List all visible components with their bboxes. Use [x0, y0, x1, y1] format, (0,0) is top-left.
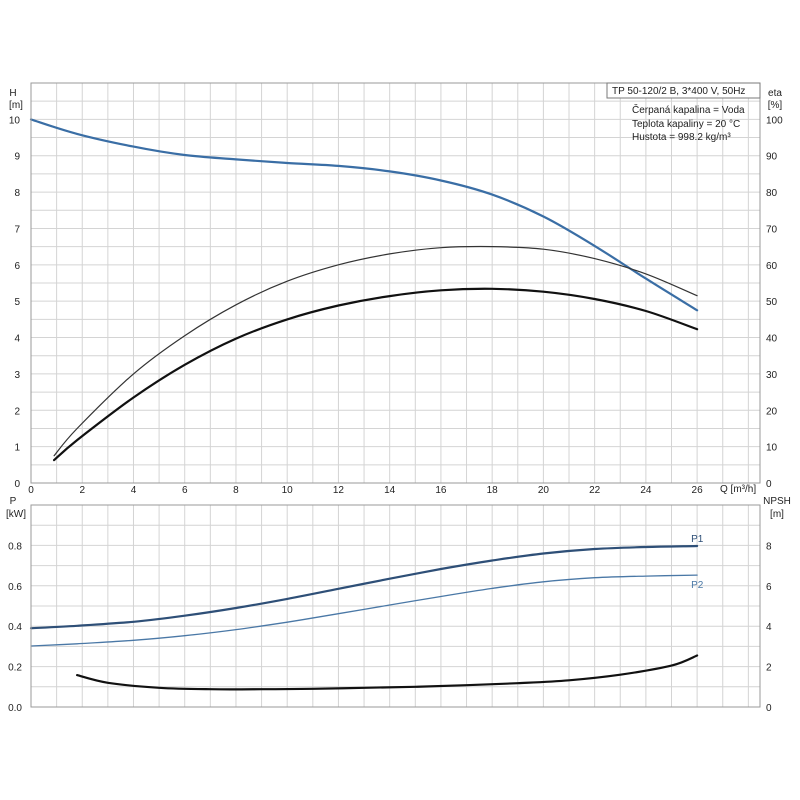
x-tick-label: 16 — [435, 485, 447, 496]
eta-tick-label: 70 — [766, 224, 778, 235]
series-labels: P1 P2 — [691, 534, 704, 591]
npsh-tick-label: 6 — [766, 582, 772, 593]
x-tick-label: 4 — [131, 485, 137, 496]
p-tick-label: 0.8 — [8, 541, 22, 552]
h-tick-label: 0 — [14, 479, 20, 490]
series-line-3 — [53, 287, 699, 462]
upper-grid — [31, 83, 760, 483]
series-label-p2: P2 — [691, 580, 704, 591]
p-axis-title: P — [10, 496, 17, 507]
npsh-tick-label: 4 — [766, 622, 772, 633]
eta-axis-unit: [%] — [768, 100, 783, 111]
upper-curves — [29, 118, 699, 462]
h-axis-title: H — [9, 88, 16, 99]
eta-tick-label: 50 — [766, 297, 778, 308]
x-tick-label: 22 — [589, 485, 601, 496]
npsh-tick-label: 8 — [766, 541, 772, 552]
h-tick-label: 2 — [14, 406, 20, 417]
h-axis-unit: [m] — [9, 100, 23, 111]
npsh-tick-label: 2 — [766, 663, 772, 674]
eta-tick-label: 90 — [766, 152, 778, 163]
x-tick-label: 26 — [692, 485, 704, 496]
eta-tick-label: 20 — [766, 406, 778, 417]
upper-tick-labels: 0 2 4 6 8 10 12 14 16 18 20 22 24 2601234567891001020… — [9, 115, 783, 496]
eta-tick-label: 100 — [766, 115, 783, 126]
eta-tick-label: 60 — [766, 261, 778, 272]
eta-tick-label: 0 — [766, 479, 772, 490]
npsh-axis-title: NPSH — [763, 496, 791, 507]
h-tick-label: 1 — [14, 443, 20, 454]
x-tick-label: 18 — [487, 485, 499, 496]
x-tick-label: 12 — [333, 485, 345, 496]
h-tick-label: 10 — [9, 115, 21, 126]
x-tick-label: 2 — [79, 485, 85, 496]
x-tick-label: 10 — [282, 485, 294, 496]
npsh-tick-label: 0 — [766, 703, 772, 714]
h-tick-label: 4 — [14, 334, 20, 345]
x-tick-label: 24 — [640, 485, 652, 496]
lower-curves — [29, 544, 699, 691]
eta-tick-label: 80 — [766, 188, 778, 199]
series-line-p2 — [30, 574, 698, 647]
x-tick-label: 20 — [538, 485, 550, 496]
x-tick-label: 14 — [384, 485, 396, 496]
h-tick-label: 6 — [14, 261, 20, 272]
liquid-temperature-label: Teplota kapaliny = 20 °C — [632, 119, 740, 130]
pumped-liquid-label: Čerpaná kapalina = Voda — [632, 103, 745, 116]
eta-tick-label: 30 — [766, 370, 778, 381]
lower-tick-labels: 0.0 0.2 0.4 0.6 0.8 0 2 4 6 8 — [8, 541, 772, 714]
upper-panel: 0 2 4 6 8 10 12 14 16 18 20 22 24 2601234567891001020… — [9, 82, 783, 496]
eta-tick-label: 10 — [766, 443, 778, 454]
p-tick-label: 0.2 — [8, 663, 22, 674]
eta-tick-label: 40 — [766, 334, 778, 345]
p-axis-unit: [kW] — [6, 509, 26, 520]
upper-frame — [30, 82, 761, 484]
p-tick-label: 0.6 — [8, 582, 22, 593]
x-tick-label: 0 — [28, 485, 34, 496]
info-box-title-frame — [606, 82, 761, 99]
p-tick-label: 0.4 — [8, 622, 22, 633]
h-tick-label: 7 — [14, 224, 20, 235]
series-line-npsh — [76, 654, 699, 691]
p-tick-label: 0.0 — [8, 703, 22, 714]
lower-frame — [30, 504, 761, 708]
x-tick-label: 6 — [182, 485, 188, 496]
series-line-2 — [53, 245, 698, 457]
h-tick-label: 5 — [14, 297, 20, 308]
series-label-p1: P1 — [691, 534, 704, 545]
q-axis-title: Q [m³/h] — [720, 484, 756, 495]
pump-model-label: TP 50-120/2 B, 3*400 V, 50Hz — [612, 86, 745, 97]
x-tick-label: 8 — [233, 485, 239, 496]
eta-axis-title: eta — [768, 88, 782, 99]
info-box: TP 50-120/2 B, 3*400 V, 50Hz Čerpaná kap… — [606, 82, 761, 143]
lower-grid — [31, 505, 760, 707]
npsh-axis-unit: [m] — [770, 509, 784, 520]
density-label: Hustota = 998.2 kg/m³ — [632, 132, 731, 143]
h-tick-label: 9 — [14, 152, 20, 163]
h-tick-label: 8 — [14, 188, 20, 199]
series-line-p1 — [29, 544, 699, 630]
series-line-1 — [29, 118, 699, 312]
h-tick-label: 3 — [14, 370, 20, 381]
